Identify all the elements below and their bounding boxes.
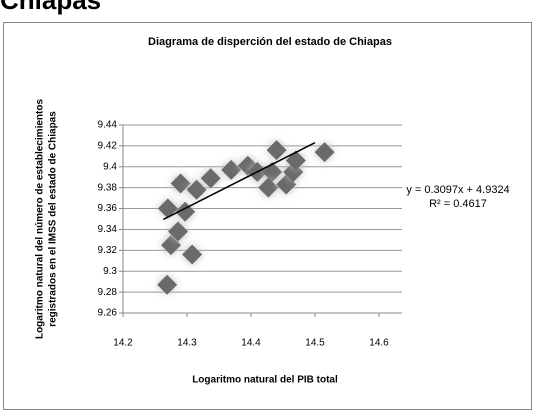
point — [200, 168, 221, 189]
y-tick-label: 9.28 — [98, 287, 118, 298]
point — [221, 159, 242, 180]
point — [157, 274, 178, 295]
y-tick-label: 9.44 — [98, 120, 118, 131]
y-tick-label: 9.36 — [98, 203, 118, 214]
point — [258, 177, 279, 198]
point — [161, 235, 181, 256]
annotation: y = 0.3097x + 4.9324 — [406, 184, 509, 196]
x-tick-label: 14.4 — [241, 338, 261, 349]
y-tick-label: 9.34 — [98, 224, 118, 235]
y-axis-label: registrados en el IMSS del estado de Chi… — [48, 111, 59, 327]
x-tick-label: 14.3 — [177, 338, 197, 349]
x-tick-label: 14.6 — [369, 338, 389, 349]
y-tick-label: 9.26 — [98, 308, 118, 319]
point — [266, 140, 287, 161]
heading: Chiapas — [0, 0, 101, 15]
point — [314, 142, 335, 163]
trendline — [162, 141, 316, 221]
y-tick-label: 9.32 — [98, 245, 118, 256]
chart-frame — [3, 22, 532, 410]
annotation: R² = 0.4617 — [429, 198, 487, 210]
y-tick-label: 9.38 — [98, 182, 118, 193]
y-tick-label: 9.3 — [103, 266, 117, 277]
point — [157, 198, 178, 219]
x-tick-label: 14.2 — [113, 338, 133, 349]
x-axis-label: Logaritmo natural del PIB total — [192, 375, 338, 386]
point — [168, 221, 189, 242]
point — [186, 179, 207, 200]
x-tick-label: 14.5 — [305, 338, 325, 349]
chart-title: Diagrama de disperción del estado de Chi… — [148, 36, 392, 48]
y-axis-label: Logaritmo natural del número de establec… — [35, 99, 46, 339]
point — [170, 173, 191, 194]
y-tick-label: 9.4 — [103, 161, 117, 172]
point — [182, 244, 203, 265]
y-tick-label: 9.42 — [98, 141, 118, 152]
